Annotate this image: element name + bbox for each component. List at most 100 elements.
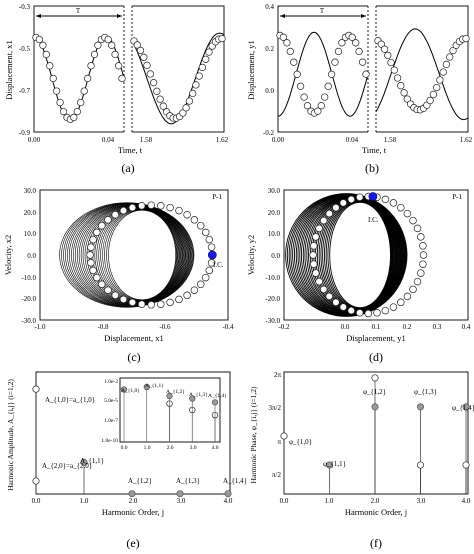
data-point: [52, 87, 61, 95]
data-point: [87, 62, 95, 70]
data-point: [310, 260, 318, 268]
data-point: [332, 298, 340, 307]
data-point: [338, 39, 346, 47]
data-point: [314, 107, 322, 115]
y-tick-label: 0.2: [265, 45, 274, 53]
data-point: [339, 303, 348, 311]
data-point: [176, 490, 184, 498]
data-point: [332, 203, 340, 212]
data-point: [310, 242, 318, 250]
data-point: [321, 93, 329, 101]
data-point: [381, 195, 390, 204]
point-label: φ_{1,3}: [414, 388, 437, 396]
trajectory: [94, 207, 182, 303]
data-point: [156, 95, 164, 103]
data-point: [373, 309, 381, 317]
y-tick-label: 20.0: [24, 209, 37, 217]
period-label: T: [76, 7, 81, 15]
caption: (a): [121, 161, 134, 175]
ic-label: I.C.: [213, 261, 224, 269]
data-point: [446, 53, 454, 61]
data-point: [419, 242, 427, 250]
x-tick-label: -0.6: [159, 323, 171, 331]
data-point: [46, 62, 54, 70]
data-point: [317, 102, 325, 110]
x-tick-label: 0.04: [346, 136, 359, 144]
data-point: [87, 259, 95, 267]
data-point: [224, 490, 232, 498]
x-tick-label: 2.0: [129, 497, 138, 505]
trajectory: [69, 203, 191, 307]
data-point: [205, 266, 214, 275]
x-tick-label: 0.00: [272, 136, 285, 144]
data-point: [114, 62, 123, 70]
y-tick-label: -0.7: [19, 87, 31, 95]
data-point: [195, 72, 203, 80]
data-point: [358, 58, 367, 66]
panel-a: -0.3 -0.5 -0.7 -0.9 0.00 0.04 1.58 1.62 …: [4, 3, 229, 175]
data-point: [462, 34, 470, 43]
data-point: [348, 33, 356, 41]
data-point: [56, 98, 64, 107]
inset-point-label: A_{1,1}: [145, 383, 164, 389]
data-point: [93, 228, 101, 237]
trajectory: [329, 201, 391, 309]
inset-plot: 1.0e-2 5.0e-5 1.0e-7 1.0e-10 0.0 1.0 2.0…: [101, 377, 227, 451]
y-tick-label: 0.0: [271, 252, 280, 260]
data-point: [403, 95, 411, 103]
y-tick-label: -30.0: [265, 317, 280, 325]
data-point: [93, 273, 101, 282]
x-tick-label: 1.62: [216, 136, 229, 144]
data-point: [279, 33, 288, 41]
inset-point-label: A_{1,3}: [189, 392, 208, 398]
data-point: [312, 269, 320, 277]
x-axis-label: Displacement, y1: [346, 333, 405, 343]
y-tick-label: 3π/2: [269, 404, 282, 412]
data-point: [462, 461, 470, 469]
y-tick-label: -10.0: [21, 274, 36, 282]
data-point: [315, 224, 323, 233]
data-point: [439, 68, 447, 76]
caption: (f): [370, 536, 382, 550]
inset-point-label: A_{1,2}: [166, 389, 185, 395]
y-axis-label: Harmonic Amplitude, A_{i,j} (i=1,2): [6, 379, 15, 491]
x-axis-label: Time, t: [362, 145, 387, 155]
data-point: [201, 228, 210, 237]
data-point: [166, 298, 174, 307]
data-point: [157, 202, 165, 210]
y-tick-label: -0.5: [19, 45, 31, 53]
data-point: [147, 201, 155, 209]
inset-point: [143, 383, 150, 391]
data-point: [389, 199, 398, 207]
data-point: [283, 39, 291, 47]
data-point: [417, 269, 425, 277]
data-point: [89, 235, 97, 244]
data-point: [207, 259, 216, 267]
point-label: A_{1,2}: [128, 477, 152, 485]
period-label: T: [320, 7, 325, 15]
data-point: [362, 70, 370, 78]
data-point: [196, 221, 205, 230]
y-tick-label: -10.0: [265, 274, 280, 282]
inset-point: [166, 392, 173, 400]
data-point: [183, 210, 191, 219]
data-point: [192, 81, 200, 89]
data-point: [280, 432, 288, 440]
data-point: [128, 203, 137, 212]
y-tick-label: π: [277, 438, 281, 446]
data-point: [83, 74, 92, 83]
trajectory: [65, 203, 193, 307]
inset-x-tick-label: 2.0: [167, 445, 174, 451]
x-tick-label: -0.8: [97, 323, 109, 331]
caption: (b): [365, 161, 379, 175]
data-point: [409, 285, 417, 294]
data-point: [352, 39, 360, 47]
data-point: [111, 50, 119, 59]
data-point: [389, 303, 398, 311]
data-point: [384, 51, 392, 60]
inset-point-label: A_{1,0}: [121, 388, 140, 394]
data-point: [157, 300, 165, 308]
y-axis-label: Velocity, y2: [246, 235, 256, 276]
data-point: [205, 48, 213, 56]
data-point: [207, 243, 216, 251]
